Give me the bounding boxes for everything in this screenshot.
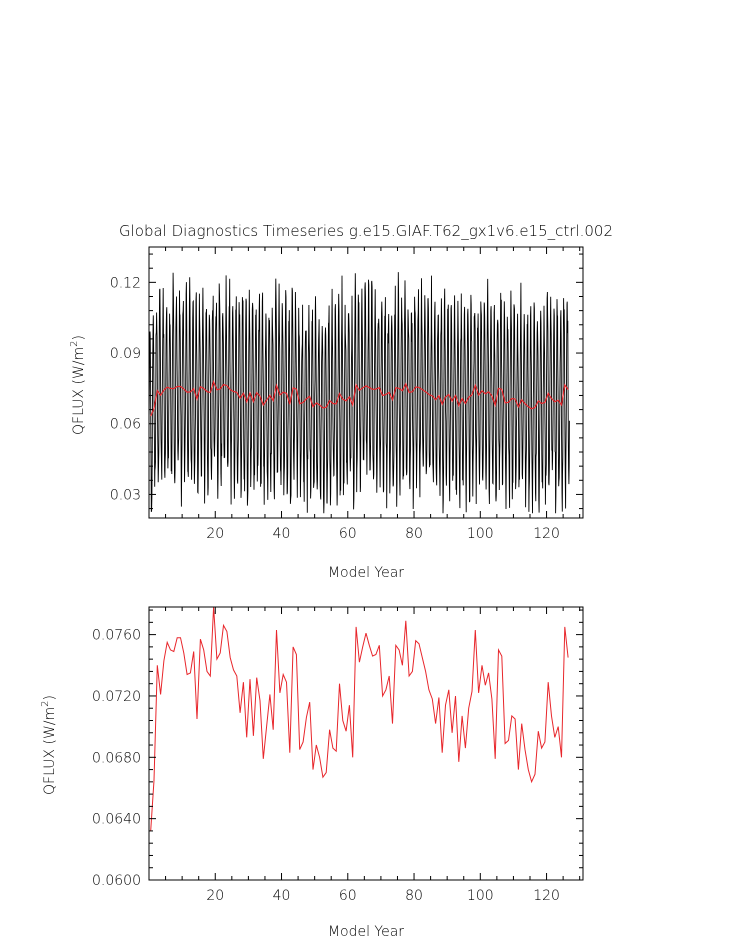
y-tick-label: 0.0600	[92, 873, 141, 889]
top-y-axis-label-main: QFLUX (W/m	[71, 347, 87, 435]
top-panel: 20 40 60 80 100 120 0.03 0.06 0.09 0.12 Model Yea…	[69, 246, 584, 581]
x-tick-label: 60	[339, 526, 357, 542]
top-panel-series	[148, 272, 570, 514]
x-tick-label: 120	[533, 888, 560, 904]
x-tick-label: 20	[206, 526, 224, 542]
annual-mean-line	[150, 380, 569, 417]
plot-frame	[148, 606, 584, 881]
x-tick-label: 60	[339, 888, 357, 904]
bottom-x-axis-label: Model Year	[328, 924, 404, 940]
y-tick-label: 0.0680	[92, 750, 141, 766]
bottom-y-axis-label: QFLUX (W/m2)	[40, 695, 58, 795]
x-tick-label: 80	[405, 526, 423, 542]
bottom-panel-series	[150, 606, 569, 831]
bottom-panel: 20 40 60 80 100 120 0.0600 0.0640 0.0680 0.0720 0.…	[40, 606, 584, 940]
annual-series-line	[150, 606, 569, 831]
y-tick-label: 0.12	[110, 275, 141, 291]
y-tick-label: 0.09	[110, 346, 141, 362]
x-tick-label: 100	[467, 526, 494, 542]
bottom-y-axis-label-sup: 2	[40, 700, 51, 706]
top-y-axis-label: QFLUX (W/m2)	[69, 335, 87, 435]
bottom-panel-axes: 20 40 60 80 100 120 0.0600 0.0640 0.0680 0.0720 0.…	[92, 606, 584, 904]
x-tick-label: 20	[206, 888, 224, 904]
x-tick-label: 120	[533, 526, 560, 542]
x-tick-label: 80	[405, 888, 423, 904]
bottom-y-axis-label-close: )	[42, 695, 58, 700]
x-tick-label: 100	[467, 888, 494, 904]
y-tick-label: 0.03	[110, 487, 141, 503]
figure-title: Global Diagnostics Timeseries g.e15.GIAF…	[119, 222, 613, 240]
y-tick-label: 0.06	[110, 417, 141, 433]
x-tick-label: 40	[273, 888, 291, 904]
plot-frame	[148, 246, 584, 519]
top-x-axis-label: Model Year	[328, 565, 404, 581]
monthly-series-line	[148, 272, 570, 514]
y-tick-label: 0.0640	[92, 812, 141, 828]
bottom-y-axis-label-main: QFLUX (W/m	[42, 707, 58, 795]
y-tick-label: 0.0720	[92, 689, 141, 705]
top-y-axis-label-sup: 2	[69, 340, 80, 346]
x-tick-label: 40	[273, 526, 291, 542]
top-panel-axes: 20 40 60 80 100 120 0.03 0.06 0.09 0.12	[110, 246, 584, 542]
top-y-axis-label-close: )	[71, 335, 87, 340]
y-tick-label: 0.0760	[92, 628, 141, 644]
